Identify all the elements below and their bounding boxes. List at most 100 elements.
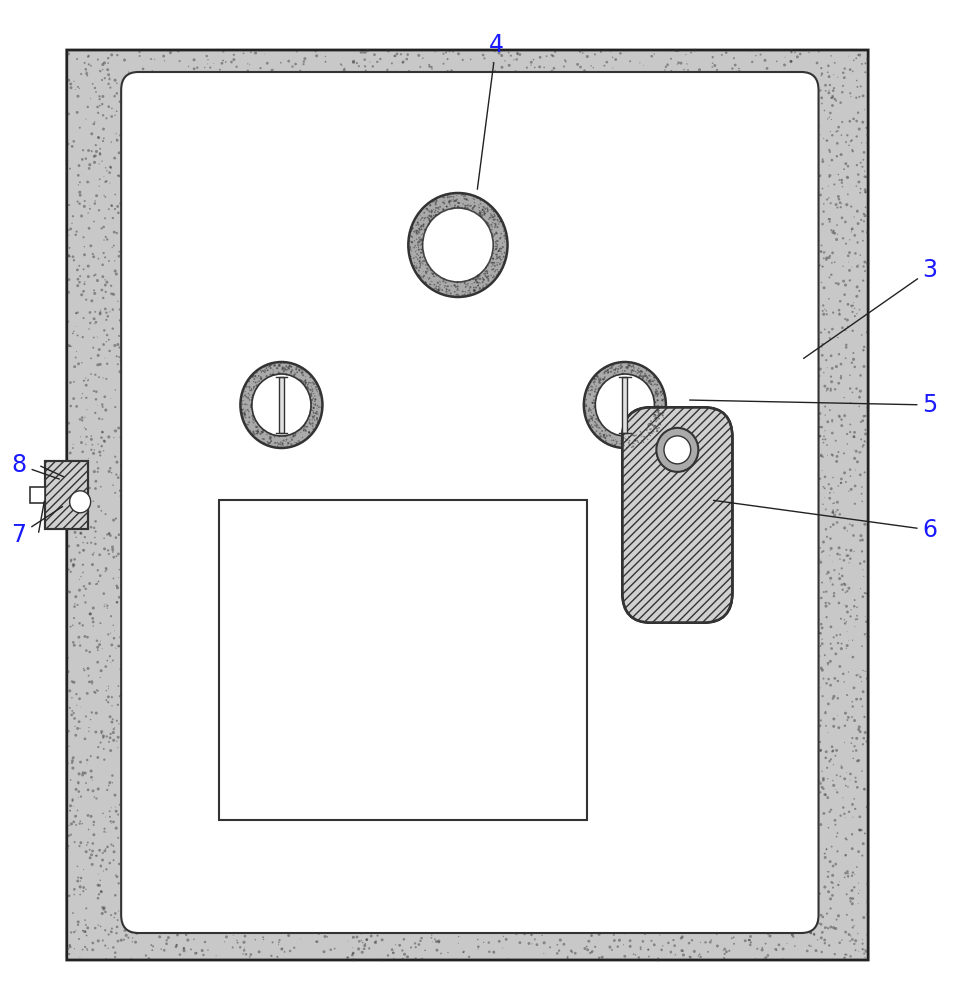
- Point: [301, 424, 316, 440]
- Point: [411, 253, 426, 269]
- Point: [715, 810, 730, 826]
- Point: [683, 650, 699, 666]
- Point: [452, 405, 467, 421]
- Point: [802, 671, 818, 687]
- Point: [634, 611, 649, 627]
- Point: [416, 117, 432, 133]
- Point: [345, 945, 360, 961]
- Point: [487, 262, 502, 278]
- Point: [720, 909, 736, 925]
- Point: [637, 155, 652, 171]
- Point: [537, 670, 553, 686]
- Point: [608, 609, 623, 625]
- Point: [670, 143, 685, 159]
- Point: [555, 89, 570, 105]
- Point: [238, 659, 253, 675]
- Point: [182, 448, 197, 464]
- Point: [317, 279, 333, 295]
- Point: [581, 376, 597, 392]
- Point: [348, 384, 363, 400]
- Point: [790, 507, 805, 523]
- Point: [636, 429, 651, 445]
- Point: [72, 462, 88, 478]
- Point: [196, 703, 212, 719]
- Point: [625, 383, 640, 399]
- Point: [204, 594, 219, 610]
- Point: [467, 462, 482, 478]
- Point: [490, 161, 505, 177]
- Point: [148, 70, 163, 86]
- Point: [762, 404, 778, 420]
- Point: [454, 600, 469, 616]
- Point: [559, 802, 575, 818]
- Point: [482, 883, 497, 899]
- Point: [701, 558, 717, 574]
- Point: [429, 193, 444, 209]
- Point: [622, 252, 638, 268]
- Point: [459, 822, 475, 838]
- Point: [200, 445, 215, 461]
- Point: [525, 623, 540, 639]
- Point: [572, 852, 587, 868]
- Point: [841, 468, 857, 484]
- Point: [341, 226, 356, 242]
- Point: [601, 939, 617, 955]
- Point: [597, 228, 612, 244]
- Point: [627, 209, 642, 225]
- Point: [147, 293, 162, 309]
- Point: [497, 287, 512, 303]
- Point: [578, 551, 594, 567]
- Point: [114, 230, 130, 246]
- Point: [633, 426, 648, 442]
- Point: [646, 697, 661, 713]
- Point: [838, 614, 853, 630]
- Point: [717, 756, 732, 772]
- Point: [513, 815, 528, 831]
- Point: [498, 85, 514, 101]
- Point: [404, 481, 419, 497]
- Point: [131, 389, 146, 405]
- Point: [319, 669, 335, 685]
- Point: [525, 358, 540, 374]
- Point: [591, 393, 606, 409]
- Point: [353, 377, 368, 393]
- Point: [853, 135, 868, 151]
- Point: [548, 843, 563, 859]
- Point: [91, 436, 106, 452]
- Point: [349, 554, 364, 570]
- Point: [737, 464, 752, 480]
- Point: [201, 696, 216, 712]
- Point: [742, 538, 758, 554]
- Point: [429, 458, 444, 474]
- Point: [97, 350, 112, 366]
- Point: [352, 734, 367, 750]
- Point: [106, 422, 121, 438]
- Point: [479, 877, 495, 893]
- Point: [752, 402, 767, 418]
- Point: [487, 585, 502, 601]
- Point: [67, 881, 82, 897]
- Point: [330, 175, 345, 191]
- Point: [570, 778, 585, 794]
- Point: [292, 193, 307, 209]
- Point: [793, 502, 808, 518]
- Point: [302, 408, 317, 424]
- Point: [493, 213, 508, 229]
- Point: [828, 232, 843, 248]
- Point: [718, 138, 733, 154]
- Point: [298, 576, 314, 592]
- Point: [856, 213, 871, 229]
- Point: [732, 74, 747, 90]
- Point: [400, 892, 416, 908]
- Point: [326, 90, 341, 106]
- Point: [826, 381, 841, 397]
- Point: [777, 140, 792, 156]
- Point: [242, 294, 257, 310]
- Point: [269, 162, 284, 178]
- Point: [384, 807, 399, 823]
- Point: [177, 620, 193, 636]
- Point: [474, 377, 489, 393]
- Point: [637, 425, 652, 441]
- Point: [479, 382, 495, 398]
- Point: [679, 296, 694, 312]
